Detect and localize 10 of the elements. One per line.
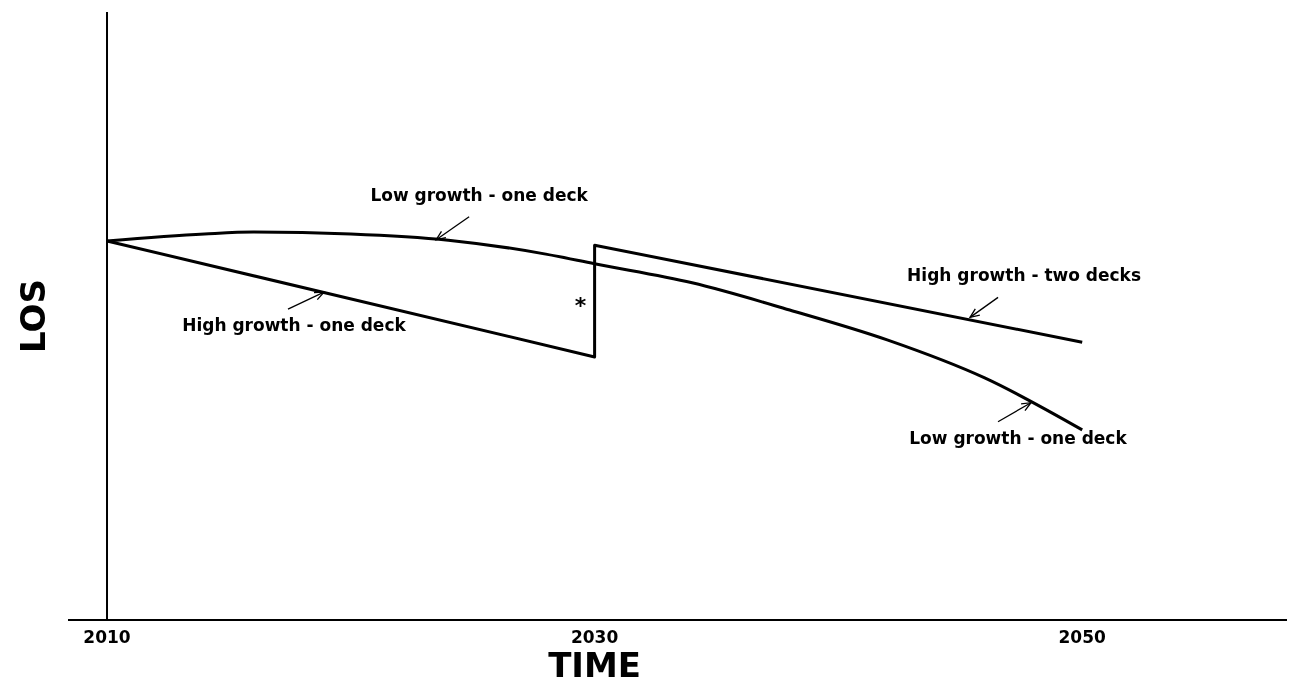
- y-axis-title: LOS: [13, 279, 53, 353]
- x-tick-label: 2050: [1058, 627, 1107, 647]
- annotation: High growth - two decks: [907, 265, 1142, 286]
- annotation: Low growth - one deck: [909, 427, 1128, 448]
- annotation: High growth - one deck: [182, 315, 407, 336]
- x-tick-label: 2010: [83, 627, 131, 647]
- annotation: *: [574, 292, 587, 318]
- x-axis-title: TIME: [548, 645, 642, 682]
- annotation: Low growth - one deck: [370, 184, 589, 205]
- x-tick-label: 2030: [570, 627, 619, 647]
